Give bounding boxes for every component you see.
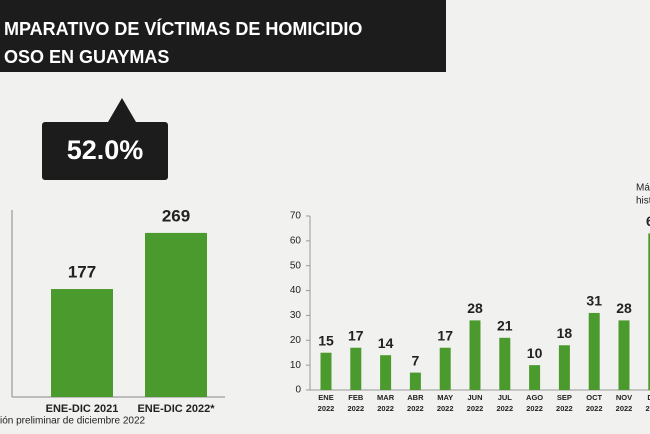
- x-tick-label: DIC: [647, 393, 650, 402]
- x-tick-label: AGO: [526, 393, 543, 402]
- value-label: 7: [412, 352, 420, 368]
- y-tick-label: 30: [290, 310, 302, 321]
- footnote: ión preliminar de diciembre 2022: [0, 416, 146, 427]
- x-tick-label: NOV: [616, 393, 632, 402]
- bar: [529, 365, 541, 390]
- x-tick-label: MAR: [377, 393, 395, 402]
- value-label: 21: [497, 318, 513, 334]
- value-label: 14: [378, 335, 394, 351]
- value-label: 63: [646, 213, 650, 229]
- x-tick-year: 2022: [586, 404, 603, 413]
- value-label: 17: [348, 327, 364, 343]
- value-label: 10: [527, 345, 543, 361]
- x-tick-year: 2022: [347, 404, 364, 413]
- callout-value: 52.0%: [67, 135, 144, 165]
- x-tick-year: 2022: [437, 404, 454, 413]
- title-line: OSO EN GUAYMAS: [4, 47, 169, 67]
- x-tick-year: 2022: [467, 404, 484, 413]
- x-tick-label: MAY: [437, 393, 453, 402]
- x-tick-year: 2022: [556, 404, 573, 413]
- y-tick-label: 70: [290, 211, 302, 222]
- value-label: 177: [68, 263, 96, 282]
- value-label: 18: [557, 325, 573, 341]
- bar: [51, 289, 113, 397]
- callout-box: [42, 122, 168, 180]
- bar: [409, 372, 421, 390]
- bar: [380, 355, 392, 390]
- callout-arrow: [108, 98, 136, 122]
- value-label: 15: [318, 332, 334, 348]
- x-tick-year: 2022: [496, 404, 513, 413]
- annotation: Má: [636, 183, 650, 194]
- bar: [469, 320, 481, 390]
- x-tick-year: 2022: [616, 404, 633, 413]
- title-line: MPARATIVO DE VÍCTIMAS DE HOMICIDIO: [4, 18, 362, 39]
- bar: [499, 337, 511, 390]
- annotation: hist: [636, 196, 650, 207]
- x-tick-label: FEB: [348, 393, 364, 402]
- x-tick-label: SEP: [557, 393, 572, 402]
- value-label: 31: [586, 293, 602, 309]
- bar: [558, 345, 570, 390]
- x-tick-label: ENE-DIC 2022*: [137, 403, 215, 415]
- bar: [588, 312, 600, 390]
- value-label: 269: [162, 206, 190, 225]
- x-tick-label: JUL: [498, 393, 513, 402]
- y-tick-label: 60: [290, 235, 302, 246]
- bar: [145, 232, 207, 397]
- bar: [618, 320, 630, 390]
- value-label: 28: [467, 300, 483, 316]
- x-tick-year: 2022: [645, 404, 650, 413]
- bar: [350, 347, 362, 390]
- bar: [648, 233, 650, 390]
- bar: [439, 347, 451, 390]
- x-tick-year: 2022: [318, 404, 335, 413]
- x-tick-label: ENE-DIC 2021: [46, 403, 119, 415]
- value-label: 28: [616, 300, 632, 316]
- y-tick-label: 50: [290, 260, 302, 271]
- x-tick-label: JUN: [467, 393, 482, 402]
- y-tick-label: 10: [290, 360, 302, 371]
- y-tick-label: 20: [290, 335, 302, 346]
- x-tick-label: ABR: [407, 393, 424, 402]
- x-tick-year: 2022: [407, 404, 424, 413]
- x-tick-label: ENE: [318, 393, 333, 402]
- bar: [320, 352, 332, 390]
- x-tick-year: 2022: [377, 404, 394, 413]
- y-tick-label: 0: [295, 385, 301, 396]
- title-banner: [0, 0, 446, 72]
- value-label: 17: [437, 327, 453, 343]
- y-tick-label: 40: [290, 285, 302, 296]
- x-tick-year: 2022: [526, 404, 543, 413]
- x-tick-label: OCT: [586, 393, 602, 402]
